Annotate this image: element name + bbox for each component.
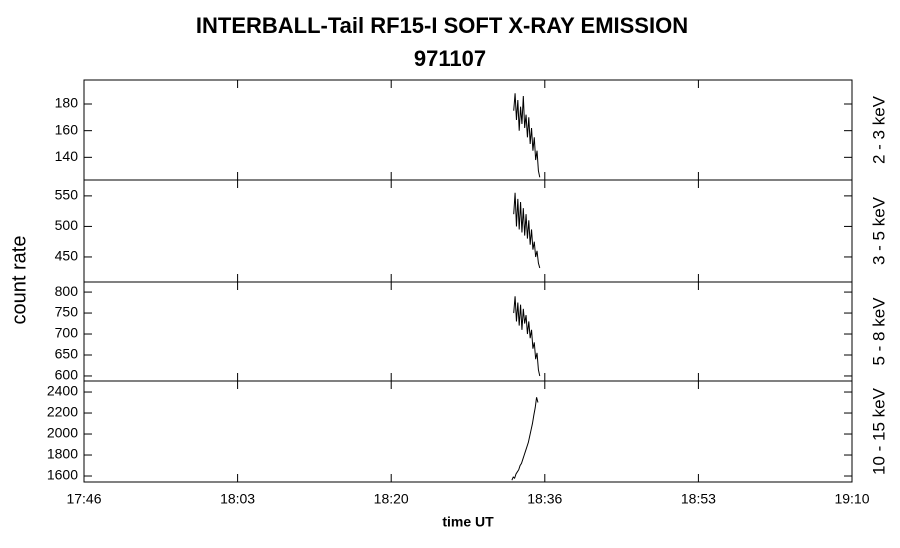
- data-line: [513, 93, 541, 178]
- x-tick-label: 18:03: [220, 491, 255, 507]
- y-tick-label: 550: [55, 187, 79, 203]
- y-tick-label: 2400: [47, 383, 78, 399]
- y-tick-label: 700: [55, 325, 79, 341]
- y-tick-label: 450: [55, 248, 79, 264]
- panel-frame: [83, 79, 853, 181]
- x-axis-label: time UT: [442, 514, 494, 530]
- data-line: [513, 296, 541, 377]
- panel-label: 2 - 3 keV: [869, 95, 888, 164]
- x-tick-label: 18:36: [527, 491, 562, 507]
- panel-frame: [83, 281, 853, 382]
- chart-title: INTERBALL-Tail RF15-I SOFT X-RAY EMISSIO…: [196, 13, 688, 38]
- y-tick-label: 160: [55, 121, 79, 137]
- panel-label: 10 - 15 keV: [869, 387, 888, 475]
- y-tick-label: 600: [55, 367, 79, 383]
- y-tick-label: 650: [55, 346, 79, 362]
- data-line: [513, 192, 541, 269]
- y-tick-label: 180: [55, 95, 79, 111]
- x-tick-label: 17:46: [66, 491, 101, 507]
- y-axis-label: count rate: [8, 236, 30, 325]
- panel-label: 5 - 8 keV: [869, 297, 888, 366]
- y-tick-label: 1600: [47, 467, 78, 483]
- y-tick-label: 2000: [47, 425, 78, 441]
- x-tick-label: 19:10: [834, 491, 869, 507]
- panel-label: 3 - 5 keV: [869, 196, 888, 265]
- data-line: [511, 397, 539, 481]
- x-tick-label: 18:53: [681, 491, 716, 507]
- y-tick-label: 2200: [47, 404, 78, 420]
- y-tick-label: 140: [55, 148, 79, 164]
- chart-subtitle: 971107: [414, 46, 486, 71]
- y-tick-label: 800: [55, 283, 79, 299]
- panel-frame: [83, 380, 853, 483]
- x-tick-label: 18:20: [374, 491, 409, 507]
- y-tick-label: 750: [55, 304, 79, 320]
- panel-frame: [83, 179, 853, 283]
- y-tick-label: 500: [55, 217, 79, 233]
- y-tick-label: 1800: [47, 446, 78, 462]
